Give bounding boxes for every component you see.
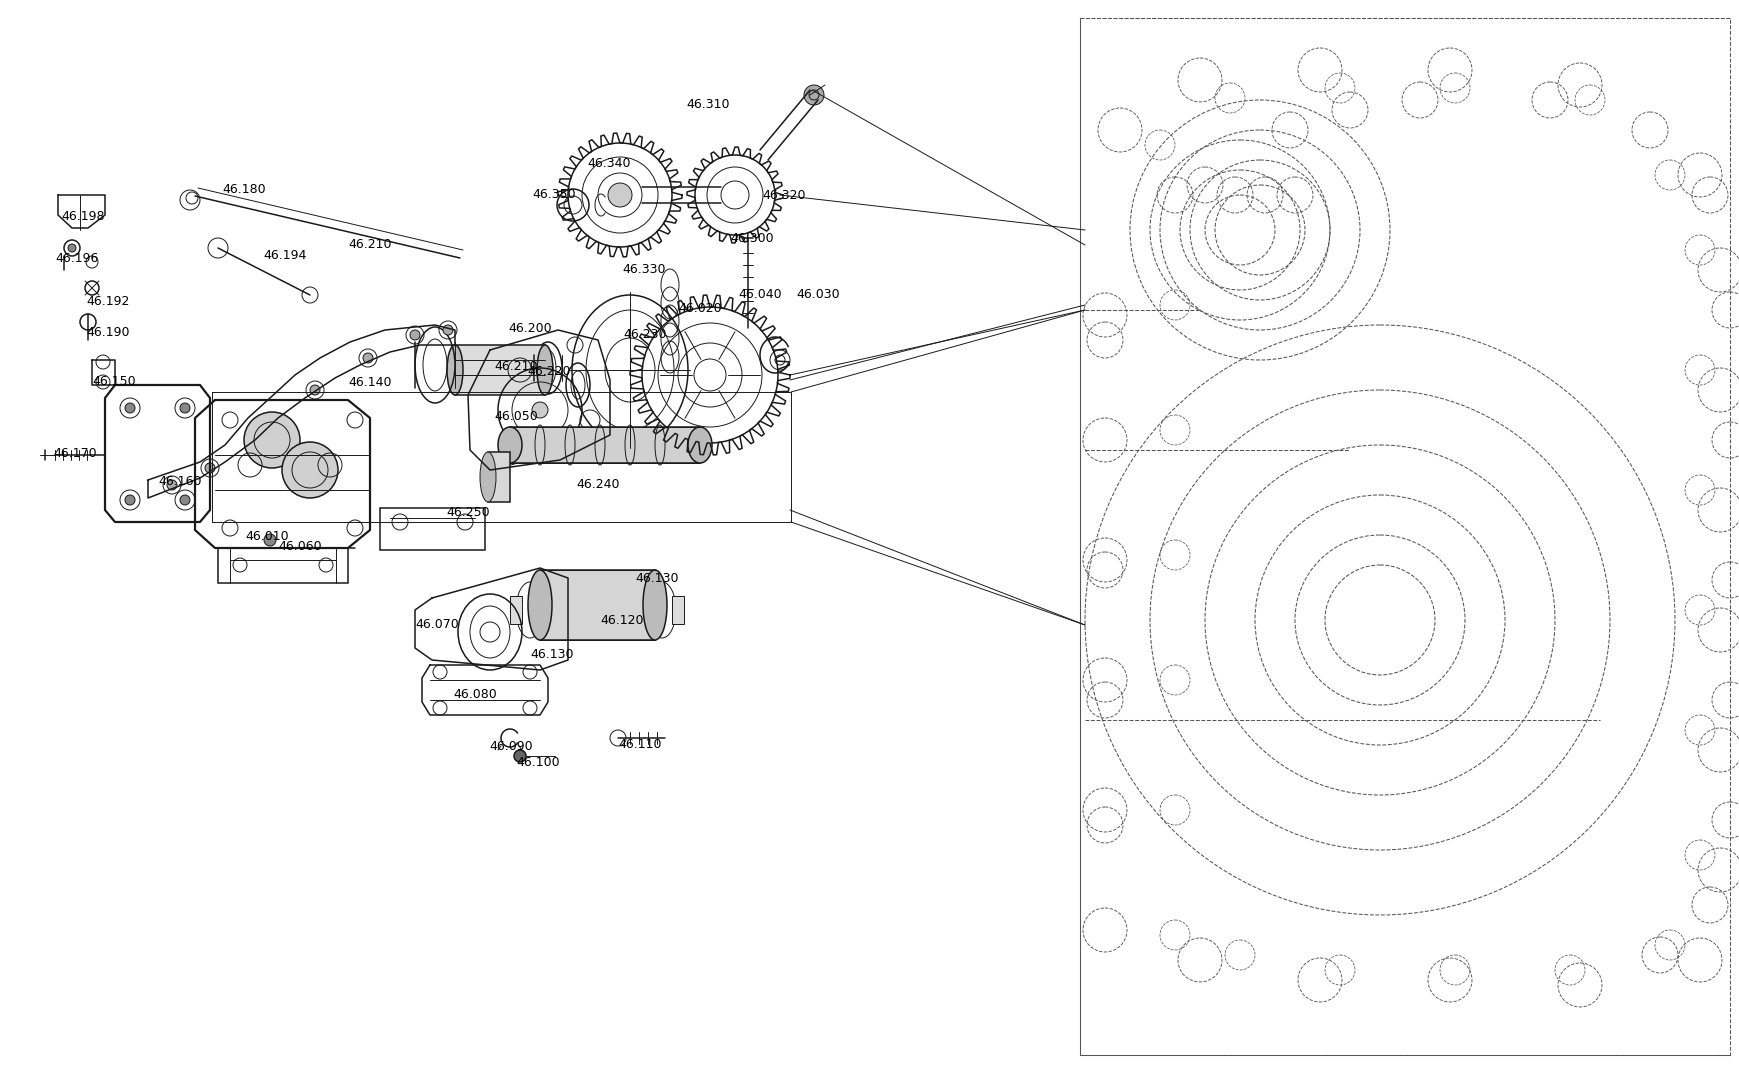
Text: 46.194: 46.194 xyxy=(263,249,306,262)
Text: 46.070: 46.070 xyxy=(416,618,459,631)
Circle shape xyxy=(125,495,136,505)
Text: 46.190: 46.190 xyxy=(85,326,129,339)
Text: 46.050: 46.050 xyxy=(494,410,537,423)
Bar xyxy=(379,508,485,550)
Text: 46.020: 46.020 xyxy=(678,302,722,315)
Text: 46.090: 46.090 xyxy=(489,740,532,753)
Circle shape xyxy=(803,85,824,105)
Ellipse shape xyxy=(537,345,553,395)
Text: 46.130: 46.130 xyxy=(530,648,574,661)
Ellipse shape xyxy=(687,427,711,463)
Text: 46.160: 46.160 xyxy=(158,475,202,488)
Text: 46.250: 46.250 xyxy=(445,506,489,519)
Text: 46.210: 46.210 xyxy=(494,360,537,373)
Circle shape xyxy=(513,750,525,762)
Circle shape xyxy=(243,412,299,468)
Circle shape xyxy=(443,325,452,335)
Text: 46.130: 46.130 xyxy=(635,572,678,585)
Text: 46.198: 46.198 xyxy=(61,210,104,223)
Circle shape xyxy=(125,403,136,413)
Circle shape xyxy=(167,480,177,490)
Text: 46.240: 46.240 xyxy=(576,478,619,491)
Ellipse shape xyxy=(480,452,496,502)
Circle shape xyxy=(264,534,277,546)
Text: 46.330: 46.330 xyxy=(621,263,664,276)
Text: 46.100: 46.100 xyxy=(516,756,560,769)
Text: 46.230: 46.230 xyxy=(623,328,666,341)
Bar xyxy=(671,596,683,624)
Text: 46.010: 46.010 xyxy=(245,530,289,542)
Bar xyxy=(487,452,510,502)
Bar xyxy=(510,596,522,624)
Ellipse shape xyxy=(643,570,666,640)
Text: 46.120: 46.120 xyxy=(600,614,643,627)
Text: 46.140: 46.140 xyxy=(348,376,391,389)
Text: 46.170: 46.170 xyxy=(52,447,97,460)
Text: 46.200: 46.200 xyxy=(508,322,551,335)
Text: 46.350: 46.350 xyxy=(532,188,576,201)
Ellipse shape xyxy=(447,345,463,395)
Bar xyxy=(510,427,699,463)
Ellipse shape xyxy=(497,427,522,463)
Circle shape xyxy=(259,423,270,433)
Text: 46.340: 46.340 xyxy=(586,157,630,170)
Circle shape xyxy=(532,402,548,418)
Text: 46.150: 46.150 xyxy=(92,374,136,388)
Circle shape xyxy=(179,403,190,413)
Text: 46.040: 46.040 xyxy=(737,288,781,301)
Text: 46.192: 46.192 xyxy=(85,295,129,308)
Circle shape xyxy=(410,330,419,340)
Text: 46.210: 46.210 xyxy=(348,238,391,251)
Circle shape xyxy=(607,183,631,207)
Text: 46.310: 46.310 xyxy=(685,98,729,111)
Text: 46.300: 46.300 xyxy=(730,232,774,245)
Circle shape xyxy=(282,442,337,498)
Text: 46.080: 46.080 xyxy=(452,688,496,701)
Bar xyxy=(217,548,348,583)
Text: 46.060: 46.060 xyxy=(278,540,322,553)
Text: 46.220: 46.220 xyxy=(527,365,570,378)
Bar xyxy=(539,570,654,640)
Text: 46.110: 46.110 xyxy=(617,738,661,751)
Ellipse shape xyxy=(527,570,551,640)
Bar xyxy=(454,345,544,395)
Circle shape xyxy=(363,353,372,363)
Text: 46.196: 46.196 xyxy=(56,253,99,265)
Text: 46.030: 46.030 xyxy=(795,288,840,301)
Circle shape xyxy=(310,385,320,395)
Circle shape xyxy=(205,463,216,473)
Circle shape xyxy=(179,495,190,505)
Text: 46.320: 46.320 xyxy=(762,189,805,202)
Circle shape xyxy=(68,244,77,253)
Text: 46.180: 46.180 xyxy=(223,183,266,196)
